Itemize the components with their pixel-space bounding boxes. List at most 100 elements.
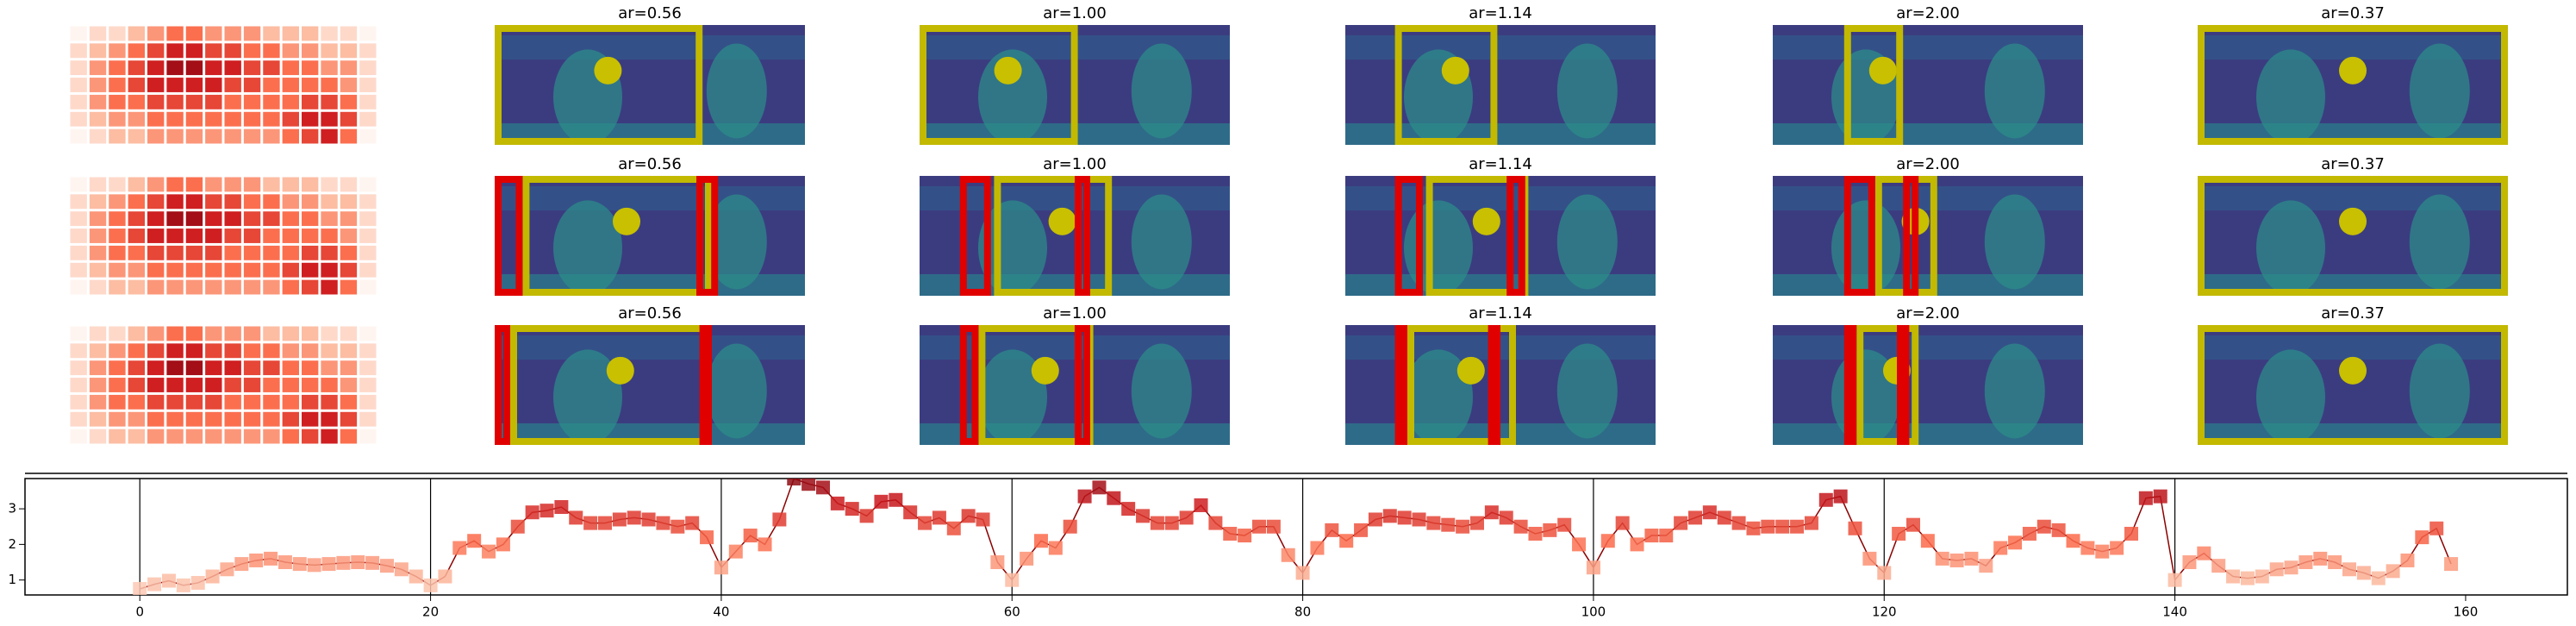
heatmap-cell <box>147 111 165 127</box>
marker <box>220 562 234 577</box>
marker <box>2022 526 2036 541</box>
heatmap-cell <box>302 279 319 295</box>
heatmap-cell <box>302 111 319 127</box>
image-title: ar=1.00 <box>1043 304 1107 322</box>
heatmap-cell <box>243 360 261 376</box>
heatmap-cell <box>109 26 126 41</box>
heatmap-cell <box>70 111 87 127</box>
image-title: ar=0.37 <box>2321 4 2385 22</box>
heatmap-cell <box>89 228 107 243</box>
heatmap-cell <box>302 228 319 243</box>
heatmap-cell <box>185 194 203 210</box>
heatmap-cell <box>147 394 165 410</box>
image-title: ar=0.37 <box>2321 155 2385 173</box>
heatmap-cell <box>282 128 299 144</box>
heatmap-cell <box>340 394 358 410</box>
heatmap-cell <box>166 378 184 392</box>
yellow-box <box>2198 25 2508 145</box>
heatmap-cell <box>128 177 145 192</box>
yellow-box <box>1407 325 1516 445</box>
marker <box>2342 562 2356 577</box>
heatmap-cell <box>147 78 165 92</box>
heatmap-cell <box>243 228 261 243</box>
photo-person <box>2409 194 2470 290</box>
ball <box>613 207 640 235</box>
marker <box>292 557 307 572</box>
x-tick-label: 80 <box>1294 604 1311 620</box>
heatmap-cell <box>321 211 338 227</box>
photo <box>2198 325 2508 445</box>
heatmap-cell <box>243 60 261 76</box>
red-box <box>495 176 523 296</box>
x-tick-label: 20 <box>422 604 439 620</box>
heatmap-cell <box>302 429 319 444</box>
image-title: ar=1.00 <box>1043 4 1107 22</box>
heatmap-cell <box>359 228 377 243</box>
marker <box>1107 491 1121 505</box>
heatmap-cell <box>359 211 377 227</box>
heatmap-cell <box>340 429 358 444</box>
heatmap-cell <box>224 43 241 59</box>
marker <box>1179 510 1194 525</box>
heatmap-cell <box>166 228 184 243</box>
heatmap-cell <box>70 394 87 410</box>
heatmap-cell <box>359 245 377 260</box>
marker <box>1877 566 1892 580</box>
marker <box>525 505 540 520</box>
marker <box>2153 489 2167 504</box>
photo-shelf <box>495 35 805 59</box>
heatmap-cell <box>243 429 261 444</box>
heatmap-cell <box>282 279 299 295</box>
heatmap-cell <box>243 78 261 92</box>
heatmap-cell <box>70 26 87 41</box>
heatmap-cell <box>109 245 126 260</box>
heatmap-cell <box>166 26 184 41</box>
marker <box>641 512 656 527</box>
marker <box>190 575 205 590</box>
heatmap-cell <box>70 429 87 444</box>
heatmap-cell <box>282 411 299 427</box>
marker <box>1761 519 1775 534</box>
photo-shelf <box>1773 186 2083 210</box>
heatmap-cell <box>340 262 358 278</box>
marker <box>2444 557 2459 572</box>
heatmap-cell <box>185 26 203 41</box>
heatmap-cell <box>205 111 222 127</box>
photo <box>1345 176 1656 296</box>
heatmap-cell <box>147 411 165 427</box>
marker <box>1469 516 1484 530</box>
heatmap-cell <box>185 94 203 110</box>
marker <box>1382 509 1397 523</box>
heatmap-cell <box>302 343 319 359</box>
heatmap-cell <box>263 60 280 76</box>
marker <box>932 510 946 525</box>
heatmap-cell <box>109 228 126 243</box>
heatmap-cell <box>321 394 338 410</box>
ball <box>2339 356 2367 385</box>
marker <box>2415 530 2429 545</box>
heatmap-cell <box>243 128 261 144</box>
heatmap-cell <box>282 60 299 76</box>
red-box <box>1843 176 1875 296</box>
heatmap-cell <box>321 78 338 92</box>
heatmap-cell <box>359 378 377 392</box>
heatmap-cell <box>321 245 338 260</box>
marker <box>946 521 961 535</box>
marker <box>1528 526 1543 541</box>
photo-shelf <box>2198 35 2508 59</box>
marker <box>264 551 278 566</box>
line <box>140 479 2452 590</box>
heatmap-cell <box>224 245 241 260</box>
heatmap-cell <box>166 326 184 341</box>
heatmap-cell <box>243 279 261 295</box>
heatmap-cell <box>109 78 126 92</box>
heatmap-cell <box>166 211 184 227</box>
photo-person <box>553 200 622 296</box>
heatmap-cell <box>224 177 241 192</box>
photo-person <box>2409 343 2470 439</box>
marker <box>2226 569 2241 584</box>
heatmap-cell <box>70 128 87 144</box>
photo-table <box>1773 123 2083 145</box>
heatmap-cell <box>282 43 299 59</box>
